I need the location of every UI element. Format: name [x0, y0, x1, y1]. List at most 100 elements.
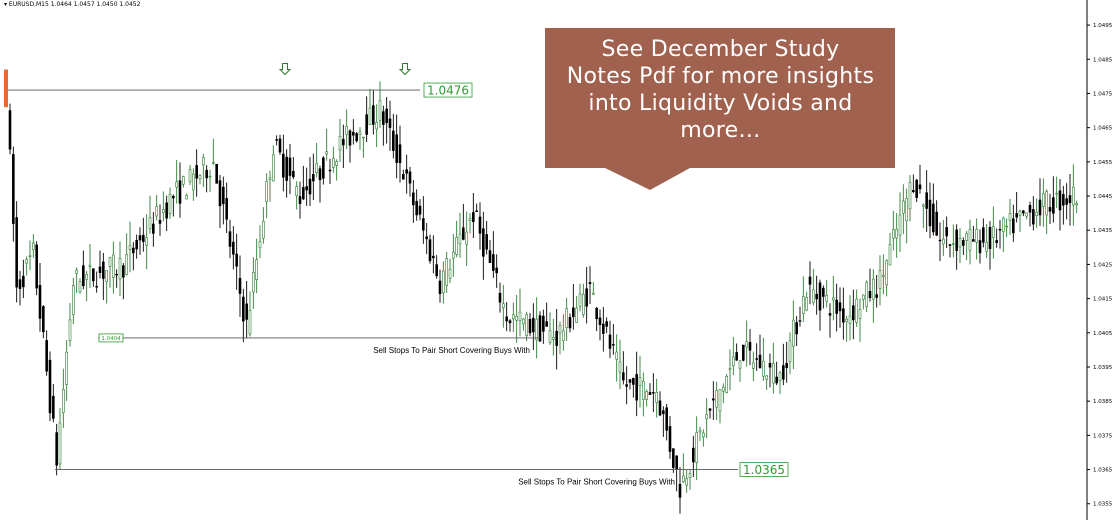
- candle-body: [685, 478, 688, 486]
- candle-body: [628, 379, 632, 383]
- candle-body: [888, 244, 892, 266]
- candle-body: [308, 178, 312, 195]
- candle-body: [658, 400, 662, 416]
- candle-body: [165, 202, 168, 219]
- candle-body: [778, 372, 782, 381]
- candle-body: [492, 254, 495, 271]
- candle-body: [482, 228, 485, 257]
- candle-body: [958, 237, 962, 248]
- candle-body: [712, 398, 715, 401]
- candle-body: [88, 264, 92, 267]
- candle-body: [975, 228, 978, 243]
- candle-body: [92, 268, 95, 282]
- callout-text: See December Study Notes Pdf for more in…: [548, 36, 893, 144]
- candle-body: [42, 306, 45, 333]
- candle-body: [928, 199, 932, 227]
- candle-body: [402, 174, 405, 180]
- candle-body: [8, 110, 12, 150]
- candle-body: [415, 200, 418, 216]
- candle-body: [965, 233, 968, 241]
- candle-body: [215, 163, 218, 184]
- candle-body: [528, 319, 532, 334]
- candle-body: [788, 340, 792, 363]
- candle-body: [762, 360, 765, 377]
- candle-body: [622, 372, 625, 381]
- candle-body: [202, 157, 205, 166]
- candle-body: [18, 279, 22, 289]
- candle-body: [952, 243, 955, 245]
- candle-body: [375, 122, 378, 130]
- candle-body: [242, 296, 245, 322]
- candle-body: [728, 368, 732, 371]
- candle-body: [682, 475, 685, 483]
- candle-body: [75, 269, 78, 274]
- candle-body: [345, 126, 348, 135]
- candle-body: [898, 214, 902, 236]
- candle-body: [948, 244, 952, 246]
- candle-body: [648, 392, 652, 395]
- candle-body: [568, 317, 572, 329]
- candle-body: [745, 341, 748, 348]
- candle-body: [222, 186, 225, 205]
- candle-body: [655, 392, 658, 403]
- candle-body: [332, 157, 335, 168]
- candle-body: [785, 363, 788, 369]
- candle-body: [212, 162, 215, 164]
- candle-body: [35, 244, 38, 289]
- candle-body: [238, 278, 242, 294]
- candle-body: [678, 483, 682, 498]
- candle-body: [695, 432, 698, 463]
- y-tick-label: 1.0445: [1093, 194, 1113, 200]
- candle-body: [538, 315, 542, 342]
- candle-body: [498, 292, 502, 303]
- candle-body: [142, 234, 145, 242]
- candle-body: [748, 341, 752, 351]
- candle-body: [872, 278, 875, 300]
- candle-body: [902, 200, 905, 214]
- candle-body: [208, 175, 212, 178]
- candle-body: [98, 266, 102, 273]
- candle-body: [1048, 207, 1052, 212]
- candle-body: [348, 130, 352, 146]
- candle-body: [908, 182, 912, 210]
- candle-body: [1028, 205, 1032, 213]
- candle-body: [52, 395, 55, 419]
- candle-body: [138, 235, 142, 241]
- candle-body: [938, 239, 942, 242]
- candle-body: [878, 270, 882, 289]
- candle-body: [842, 308, 845, 323]
- y-tick-label: 1.0495: [1093, 23, 1113, 29]
- candle-body: [472, 212, 475, 223]
- candle-body: [155, 206, 158, 217]
- candle-body: [605, 321, 608, 327]
- candle-body: [632, 378, 635, 385]
- candle-body: [378, 100, 382, 121]
- candle-body: [322, 157, 325, 179]
- candle-body: [765, 375, 768, 380]
- candle-body: [445, 258, 448, 286]
- annotation-text: Sell Stops To Pair Short Covering Buys W…: [373, 346, 530, 355]
- callout-line-2: Notes Pdf for more insights: [566, 64, 875, 89]
- candle-body: [255, 259, 258, 280]
- candle-body: [118, 257, 122, 280]
- candle-body: [1055, 192, 1058, 195]
- candle-body: [128, 245, 132, 250]
- y-tick-label: 1.0385: [1093, 399, 1113, 405]
- candle-body: [382, 111, 385, 125]
- candle-body: [338, 136, 342, 151]
- candle-body: [428, 239, 432, 262]
- candle-body: [808, 276, 812, 285]
- candle-body: [918, 184, 922, 190]
- candle-body: [248, 310, 252, 335]
- candle-body: [452, 251, 455, 259]
- candle-body: [152, 223, 155, 234]
- level-label: 1.0476: [427, 84, 469, 98]
- candle-body: [102, 261, 105, 279]
- candle-body: [598, 317, 602, 325]
- candle-body: [108, 257, 112, 267]
- candle-body: [225, 198, 228, 220]
- candle-body: [275, 139, 278, 141]
- candle-body: [972, 239, 975, 242]
- y-tick-label: 1.0465: [1093, 126, 1113, 132]
